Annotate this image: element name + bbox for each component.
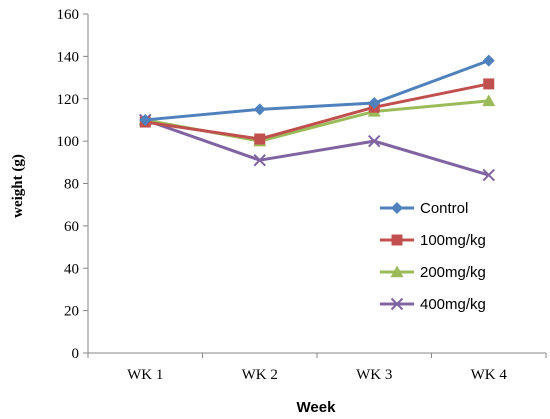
- y-tick-label: 20: [64, 304, 79, 320]
- legend-item-100mg-kg: 100mg/kg: [380, 232, 486, 249]
- series-line: [144, 118, 490, 177]
- series-line: [145, 82, 490, 141]
- y-tick-label: 60: [64, 219, 79, 235]
- legend-item-200mg-kg: 200mg/kg: [380, 264, 486, 281]
- y-tick-label: 120: [57, 92, 80, 108]
- y-tick-label: 100: [57, 134, 80, 150]
- data-point: [253, 103, 266, 116]
- legend-marker: [390, 265, 404, 278]
- x-tick-label: WK 2: [242, 367, 278, 383]
- legend: Control 100mg/kg 200mg/kg 400mg/kg: [380, 200, 486, 313]
- data-point: [482, 54, 495, 67]
- x-axis-title: Week: [297, 399, 337, 416]
- y-tick-label: 160: [57, 7, 80, 23]
- series-200mg-kg: [138, 94, 496, 147]
- data-point: [253, 153, 266, 167]
- x-tick-label: WK 3: [356, 367, 392, 383]
- data-point: [139, 113, 152, 126]
- y-tick-label: 140: [57, 49, 80, 65]
- y-tick-label: 80: [64, 177, 79, 193]
- x-tick-label: WK 4: [471, 367, 508, 383]
- data-point: [482, 168, 495, 182]
- y-tick-label: 40: [64, 261, 79, 277]
- legend-marker: [391, 202, 403, 214]
- data-point: [482, 94, 496, 107]
- x-axis-ticks: WK 1 WK 2 WK 3 WK 4: [87, 353, 547, 383]
- legend-label: Control: [420, 200, 468, 217]
- series-line: [145, 59, 490, 122]
- legend-marker: [390, 297, 404, 311]
- legend-label: 400mg/kg: [420, 296, 486, 313]
- x-tick-label: WK 1: [127, 367, 163, 383]
- data-point: [368, 134, 381, 148]
- axes: 0 20 40 60 80 100 120 140 160 WK 1 WK 2 WK 3 WK 4: [57, 7, 547, 383]
- y-axis-ticks: 0 20 40 60 80 100 120 140 160: [57, 7, 88, 362]
- legend-marker: [391, 234, 403, 246]
- data-point: [368, 96, 381, 109]
- legend-label: 100mg/kg: [420, 232, 486, 249]
- legend-item-400mg-kg: 400mg/kg: [380, 296, 486, 313]
- legend-label: 200mg/kg: [420, 264, 486, 281]
- data-point: [483, 78, 495, 90]
- series-layer: [138, 54, 496, 182]
- series-control: [139, 54, 495, 126]
- data-point: [254, 133, 266, 145]
- legend-item-control: Control: [380, 200, 468, 217]
- y-tick-label: 0: [72, 346, 80, 362]
- y-axis-title: weight (g): [10, 154, 26, 218]
- series-100mg-kg: [139, 78, 495, 145]
